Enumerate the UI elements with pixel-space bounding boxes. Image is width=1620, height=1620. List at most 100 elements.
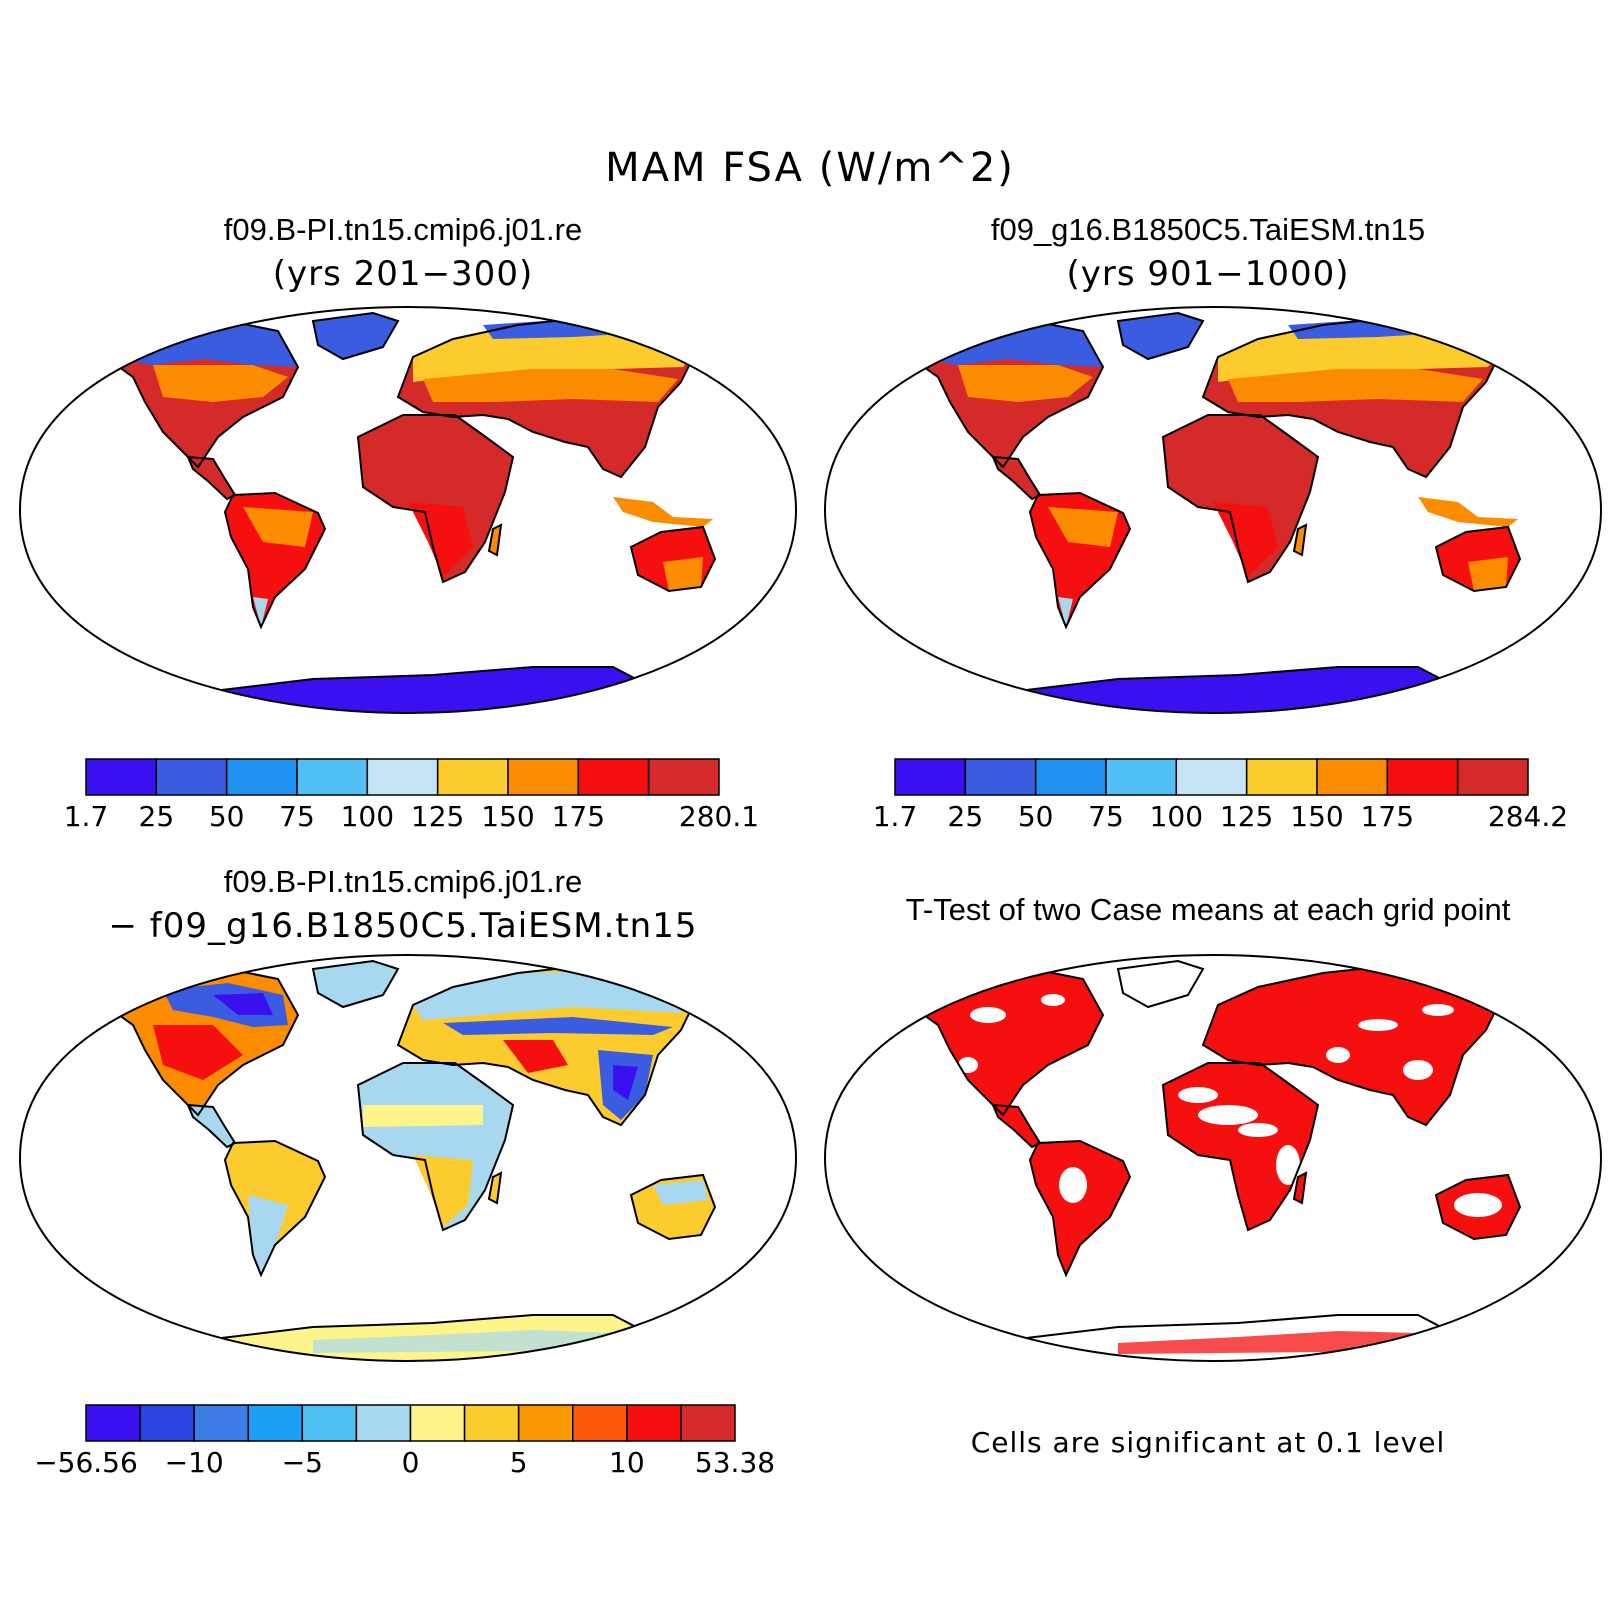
map-panel-top-right — [823, 305, 1603, 715]
colorbar-tick-label: 5 — [509, 1446, 528, 1479]
map-land-layer — [908, 959, 1528, 1361]
map-panel-top-left — [18, 305, 798, 715]
significant-region — [993, 1105, 1040, 1147]
figure-title: MAM FSA (W/m^2) — [605, 145, 1015, 191]
colorbar-tick-label: −56.56 — [34, 1446, 138, 1479]
map-panel-bottom-left — [18, 953, 798, 1363]
amazon-field — [1048, 507, 1118, 547]
coastline-eurasia — [396, 965, 700, 1127]
coastline-greenland — [1116, 959, 1205, 1009]
africa-field — [358, 415, 513, 582]
colorbar-swatch — [225, 758, 298, 796]
colorbar-swatch — [572, 1404, 628, 1442]
coastlines — [908, 959, 1522, 1361]
colorbar-swatch — [507, 758, 580, 796]
panel-title-top-right: f09_g16.B1850C5.TaiESM.tn15 — [990, 212, 1426, 247]
colorbar-swatch — [1105, 758, 1178, 796]
colorbar-swatch — [409, 1404, 466, 1442]
coastline-eurasia — [1201, 317, 1505, 479]
colorbar-tick-label: 100 — [1149, 800, 1204, 833]
colorbar-top-left — [85, 758, 720, 796]
colorbar-swatch — [1456, 758, 1529, 796]
colorbar-tick-label: 125 — [1219, 800, 1274, 833]
colorbar-swatch — [463, 1404, 520, 1442]
arctic-siberia-field — [483, 319, 653, 339]
coastline-antarctica — [161, 1314, 663, 1361]
colorbar-swatch — [85, 1404, 141, 1442]
coastline-madagascar — [1292, 1171, 1308, 1205]
colorbar-tick-label: 150 — [481, 800, 535, 833]
colorbar-tick-label: 1.7 — [63, 800, 109, 833]
map-projection-outline — [18, 953, 798, 1363]
sahel-field — [363, 1105, 483, 1127]
colorbar-swatch — [517, 1404, 574, 1442]
non-significant-patch — [1276, 1145, 1300, 1185]
central-america-field — [993, 457, 1040, 499]
antarctica-significant-patches — [1118, 1331, 1418, 1354]
coastlines — [103, 311, 717, 713]
colorbar-swatch — [85, 758, 158, 796]
non-significant-patch — [1238, 1123, 1278, 1137]
coastline-southAmerica — [223, 491, 327, 630]
coastline-madagascar — [487, 523, 503, 557]
patagonia-field — [1058, 597, 1073, 627]
colorbar-swatch — [894, 758, 967, 796]
panel-title-bottom-left: f09.B-PI.tn15.cmip6.j01.re — [223, 864, 583, 899]
midlat-eurasia-field — [423, 369, 678, 402]
colorbar-tick-label: 125 — [410, 800, 465, 833]
colorbar-swatch — [1386, 758, 1459, 796]
colorbar-swatch — [1034, 758, 1107, 796]
colorbar-swatch — [296, 758, 369, 796]
colorbar-tick-label: 1.7 — [872, 800, 918, 833]
panel-subtitle-top-left: (yrs 201−300) — [272, 254, 534, 294]
coastline-antarctica — [966, 666, 1468, 713]
antarctica-field — [968, 667, 1466, 713]
colorbar-swatch — [1316, 758, 1389, 796]
greenland-field — [1118, 313, 1203, 359]
colorbar-swatch — [193, 1404, 249, 1442]
colorbar-tick-label: 175 — [1360, 800, 1415, 833]
coastline-greenland — [311, 311, 400, 361]
coastline-southAmerica — [1028, 1139, 1132, 1278]
coastline-africa — [1161, 1062, 1320, 1232]
colorbar-bottom-left — [85, 1404, 736, 1442]
north-australia-field — [653, 1180, 708, 1205]
colorbar-tick-label: −10 — [164, 1446, 224, 1479]
panel-title-top-left: f09.B-PI.tn15.cmip6.j01.re — [223, 212, 583, 247]
amazon-field — [243, 507, 313, 547]
africa-field — [1163, 415, 1318, 582]
colorbar-swatch — [1175, 758, 1248, 796]
coastline-antarctica — [966, 1314, 1468, 1361]
coastline-australia — [629, 525, 717, 593]
colorbar-tick-label: 50 — [1017, 800, 1054, 833]
colorbar-swatch — [139, 1404, 195, 1442]
colorbar-labels-top-right: 1.7 25 50 75 100 125 150 175 284.2 — [873, 800, 1568, 834]
colorbar-tick-label: 175 — [551, 800, 606, 833]
non-significant-patch — [970, 1007, 1006, 1023]
panel-subtitle-bottom-left: − f09_g16.B1850C5.TaiESM.tn15 — [108, 906, 698, 946]
colorbar-tick-label: 50 — [208, 800, 245, 833]
arctic-siberia-field — [1288, 319, 1458, 339]
map-projection-outline — [823, 953, 1603, 1363]
central-america-field — [188, 1105, 235, 1147]
coastline-southAmerica — [1028, 491, 1132, 630]
map-projection-outline — [18, 305, 798, 715]
antarctica-field — [163, 667, 661, 713]
colorbar-swatch — [577, 758, 650, 796]
colorbar-swatch — [626, 1404, 682, 1442]
hudson-negative-field — [213, 993, 273, 1015]
non-significant-patch — [1041, 994, 1065, 1006]
colorbar-swatch — [1245, 758, 1318, 796]
coastline-greenland — [1116, 311, 1205, 361]
coastlines — [908, 311, 1522, 713]
eurasia-negative-band — [443, 1017, 673, 1035]
colorbar-tick-label: 10 — [609, 1446, 645, 1479]
non-significant-patch — [1403, 1060, 1433, 1080]
southern-africa-field — [1213, 502, 1278, 577]
coastline-madagascar — [487, 1171, 503, 1205]
panel-title-bottom-right: T-Test of two Case means at each grid po… — [905, 892, 1511, 927]
maritime-continent-field — [1418, 497, 1518, 527]
non-significant-patch — [1178, 1087, 1218, 1103]
coastline-africa — [1161, 414, 1320, 584]
canada-field — [958, 365, 1093, 402]
